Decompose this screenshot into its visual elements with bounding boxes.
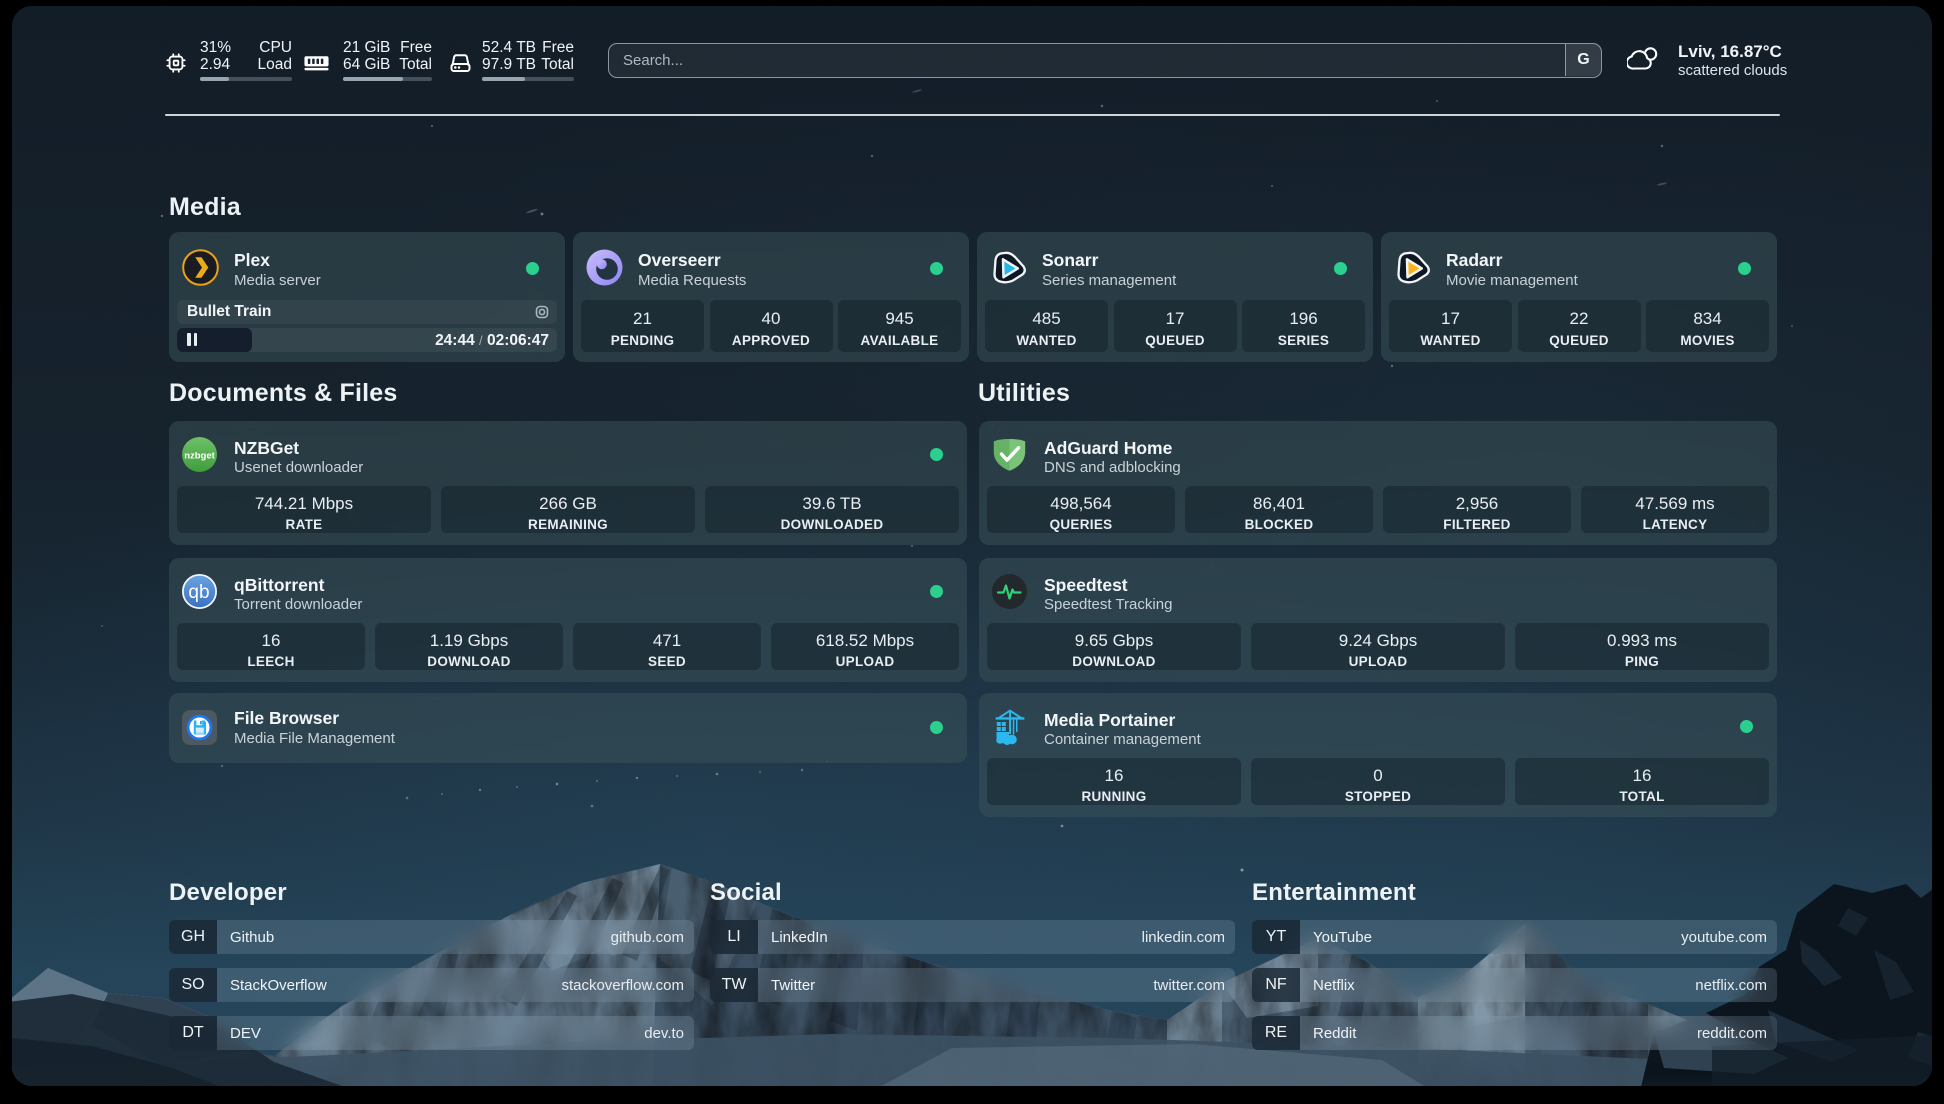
svg-text:nzbget: nzbget	[184, 451, 215, 462]
svg-text:qb: qb	[188, 582, 209, 603]
